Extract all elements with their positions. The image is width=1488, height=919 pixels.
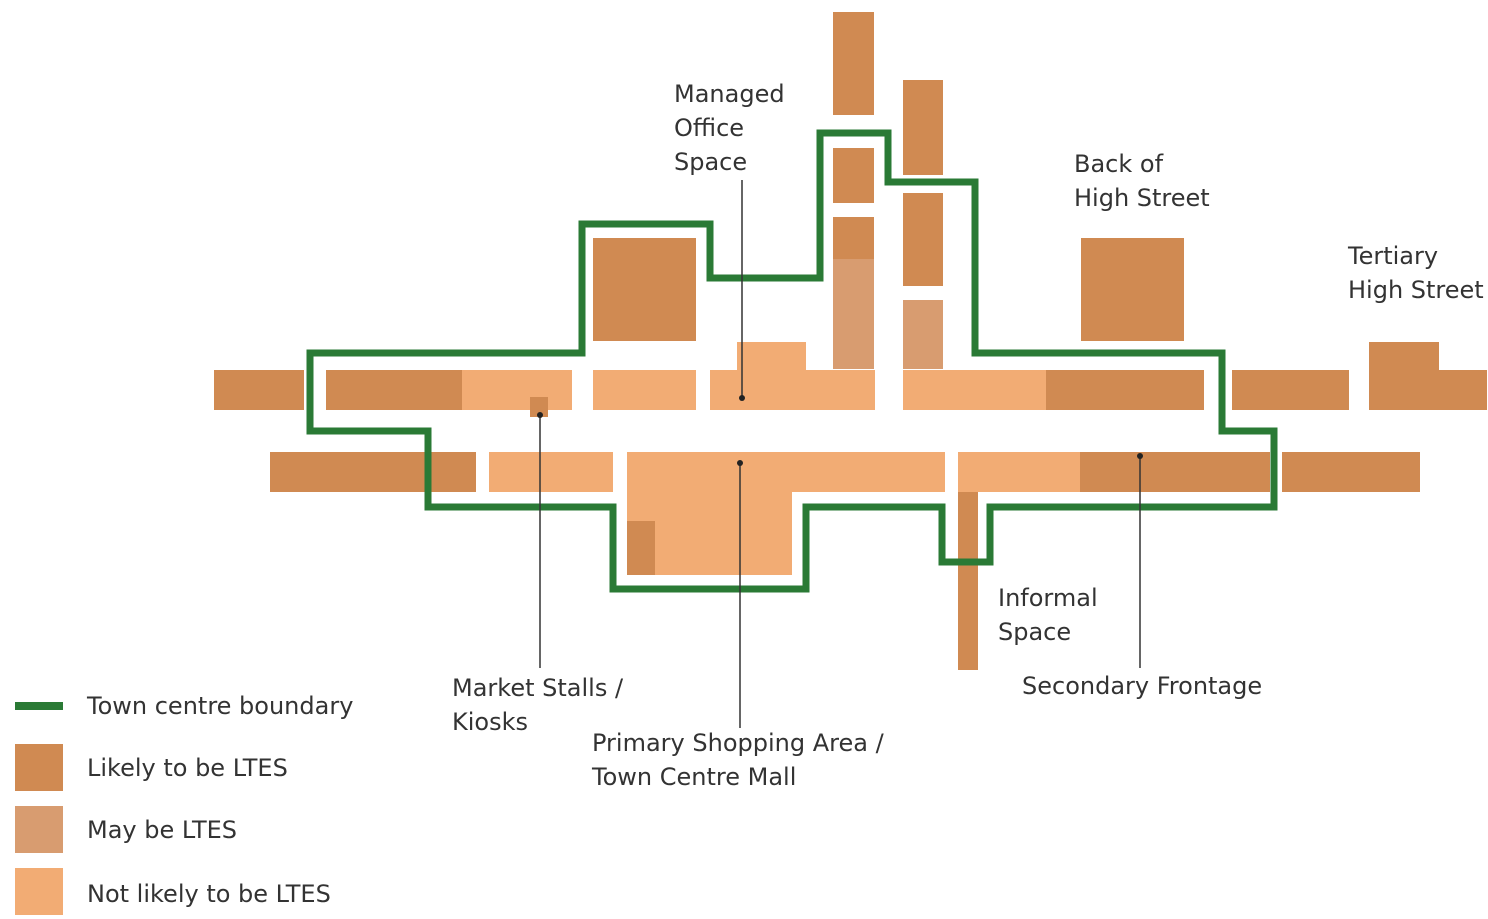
area-label: Town Centre Mall	[591, 763, 796, 791]
area-label: Space	[674, 148, 747, 176]
area-label: Secondary Frontage	[1022, 672, 1262, 700]
leaders	[537, 180, 1143, 728]
labels: Managed Office Space Back of High Street Tert…	[86, 80, 1484, 908]
area-label: Office	[674, 114, 744, 142]
legend-label: Likely to be LTES	[87, 754, 288, 782]
legend-label: Not likely to be LTES	[87, 880, 331, 908]
area-label: Managed	[674, 80, 785, 108]
area-label: Market Stalls /	[452, 674, 624, 702]
legend-label: Town centre boundary	[86, 692, 353, 720]
area-label: Back of	[1074, 150, 1164, 178]
area-label: Space	[998, 618, 1071, 646]
area-label: Informal	[998, 584, 1098, 612]
area-label: High Street	[1348, 276, 1484, 304]
area-label: Tertiary	[1347, 242, 1438, 270]
legend	[15, 702, 63, 915]
area-label: Primary Shopping Area /	[592, 729, 885, 757]
legend-label: May be LTES	[87, 816, 237, 844]
area-label: Kiosks	[452, 708, 528, 736]
area-label: High Street	[1074, 184, 1210, 212]
boundary	[306, 129, 1278, 593]
blocks	[214, 12, 1487, 670]
